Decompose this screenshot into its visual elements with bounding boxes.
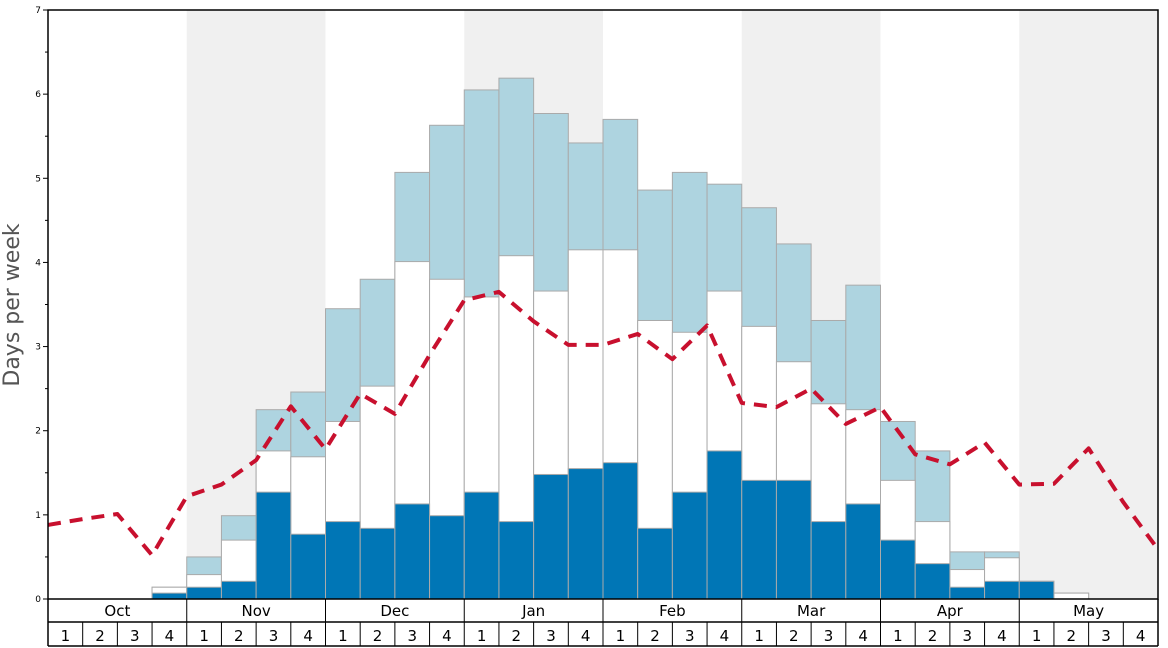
y-tick-label: 7 [35,6,41,16]
bar-dark [186,586,222,600]
bar-dark [429,515,465,600]
y-tick-label: 2 [35,427,41,437]
bar-dark [984,580,1020,600]
y-tick-label: 5 [35,174,41,184]
bar-dark [671,491,708,600]
month-label-feb: Feb [659,602,686,620]
bar-dark [498,521,535,600]
axis-labels: 0 1 2 3 4 5 6 7 Oct 1 2 3 4 Nov 1 2 3 4 Dec 1 2 3 4 Jan 1 2 3 4 Feb 1… [35,6,1145,645]
week-label: 3 [962,627,972,645]
week-label: 2 [1067,627,1077,645]
bar-dark [151,592,188,600]
y-tick-label: 0 [35,595,41,605]
trend-line [47,289,1160,558]
week-label: 1 [754,627,764,645]
week-label: 1 [61,627,71,645]
week-label: 4 [1136,627,1146,645]
week-label: 4 [442,627,452,645]
month-label-nov: Nov [241,602,270,620]
month-shade-may [1019,10,1158,599]
week-label: 2 [928,627,938,645]
month-label-oct: Oct [104,602,130,620]
bar-dark [359,527,396,600]
bar-dark [325,521,361,600]
bar-dark [741,479,777,600]
bar-dark [1018,580,1055,600]
week-label: 2 [512,627,522,645]
bar-dark [220,580,257,600]
y-tick-label: 4 [35,258,41,268]
bar-dark [845,503,881,600]
week-label: 3 [685,627,695,645]
axes [43,9,1159,647]
week-label: 4 [997,627,1007,645]
month-label-may: May [1073,602,1104,620]
bar-dark [290,533,326,600]
month-label-jan: Jan [521,602,545,620]
week-label: 3 [130,627,140,645]
bar-dark [914,563,951,600]
week-label: 4 [165,627,175,645]
week-label: 2 [95,627,105,645]
bar-dark [706,450,743,600]
week-label: 1 [477,627,487,645]
week-label: 2 [373,627,383,645]
week-label: 3 [546,627,556,645]
week-label: 2 [650,627,660,645]
week-label: 1 [338,627,348,645]
week-label: 4 [581,627,591,645]
bars [151,77,1090,600]
week-label: 1 [1032,627,1042,645]
bar-dark [394,503,431,600]
bar-dark [637,527,673,600]
bar-dark [810,521,847,600]
trend-line-layer [47,289,1160,558]
week-label: 3 [407,627,417,645]
bar-dark [775,479,812,600]
bar-dark [533,473,569,600]
y-tick-label: 3 [35,343,41,353]
week-label: 3 [824,627,834,645]
bar-dark [602,462,639,600]
week-label: 1 [616,627,626,645]
y-axis-label: Days per week [0,223,25,386]
week-label: 1 [199,627,209,645]
bar-white [1053,592,1090,600]
month-label-apr: Apr [937,602,964,620]
week-label: 4 [720,627,730,645]
month-label-dec: Dec [380,602,409,620]
bar-dark [567,468,604,600]
week-label: 4 [303,627,313,645]
week-label: 2 [789,627,799,645]
week-label: 3 [269,627,279,645]
week-label: 1 [893,627,903,645]
week-label: 2 [234,627,244,645]
month-label-mar: Mar [797,602,826,620]
y-tick-label: 1 [35,511,41,521]
y-tick-label: 6 [35,90,41,100]
bar-dark [949,586,986,600]
week-label: 4 [858,627,868,645]
bar-dark [880,539,916,600]
bar-dark [255,491,292,600]
week-label: 3 [1101,627,1111,645]
bar-dark [463,491,500,600]
